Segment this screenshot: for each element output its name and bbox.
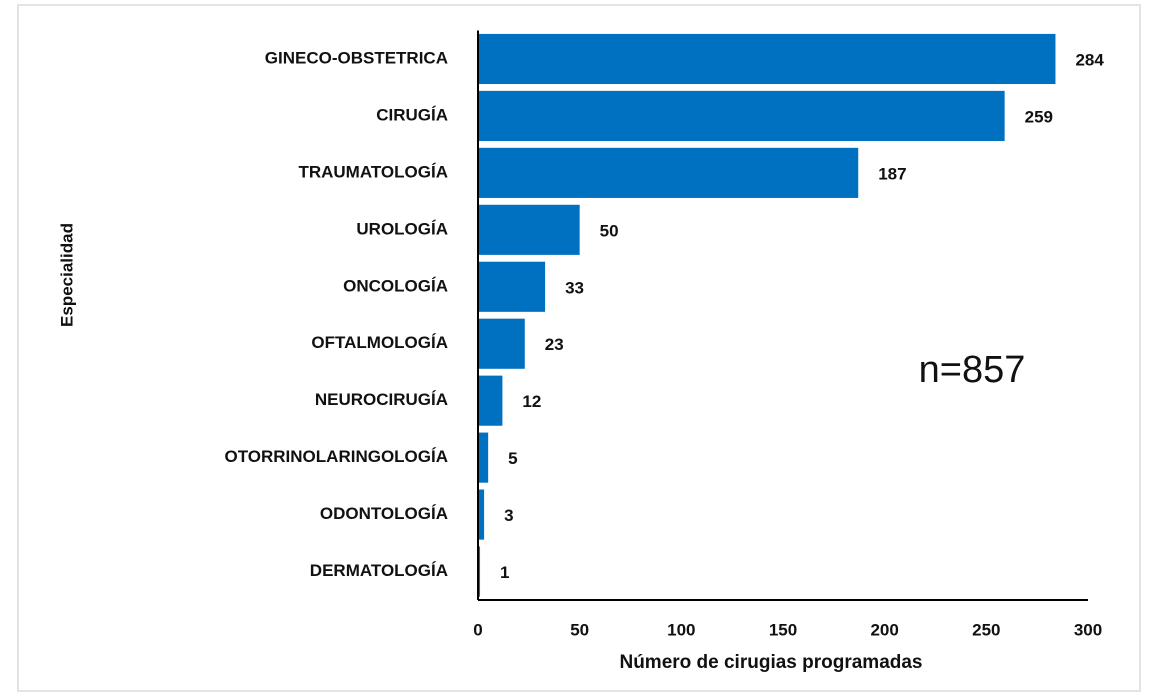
x-tick-label: 200	[870, 620, 898, 639]
x-axis-title: Número de cirugias programadas	[619, 652, 922, 673]
bar	[478, 261, 546, 312]
data-label: 12	[522, 392, 541, 411]
bar	[478, 546, 481, 597]
x-tick-label: 0	[473, 620, 482, 639]
y-tick-label: DERMATOLOGÍA	[310, 561, 448, 580]
bar	[478, 204, 580, 255]
x-tick-label: 100	[667, 620, 695, 639]
y-tick-label: NEUROCIRUGÍA	[315, 390, 448, 409]
bar	[478, 318, 525, 369]
bar	[478, 375, 503, 426]
y-tick-label: OTORRINOLARINGOLOGÍA	[224, 447, 448, 466]
annotation: n=857	[919, 349, 1026, 391]
data-label: 259	[1025, 107, 1053, 126]
y-tick-label: TRAUMATOLOGÍA	[298, 162, 448, 181]
data-label: 3	[504, 506, 513, 525]
y-tick-label: OFTALMOLOGÍA	[311, 333, 448, 352]
y-tick-label: ODONTOLOGÍA	[320, 504, 448, 523]
data-label: 1	[500, 563, 509, 582]
y-axis-title: Especialidad	[57, 223, 76, 327]
y-tick-label: GINECO-OBSTETRICA	[265, 48, 448, 67]
data-label: 50	[600, 221, 619, 240]
data-label: 33	[565, 278, 584, 297]
x-tick-label: 50	[570, 620, 589, 639]
bar	[478, 432, 489, 483]
y-tick-label: UROLOGÍA	[356, 219, 448, 238]
bar	[478, 489, 485, 540]
y-tick-label: ONCOLOGÍA	[343, 276, 448, 295]
bar	[478, 90, 1005, 141]
data-label: 187	[878, 164, 906, 183]
x-tick-label: 150	[769, 620, 797, 639]
x-tick-label: 250	[972, 620, 1000, 639]
data-label: 284	[1075, 50, 1104, 69]
x-tick-label: 300	[1074, 620, 1102, 639]
bar	[478, 33, 1056, 85]
bar	[478, 147, 859, 198]
data-label: 5	[508, 449, 517, 468]
y-tick-label: CIRUGÍA	[376, 105, 448, 124]
data-label: 23	[545, 335, 564, 354]
